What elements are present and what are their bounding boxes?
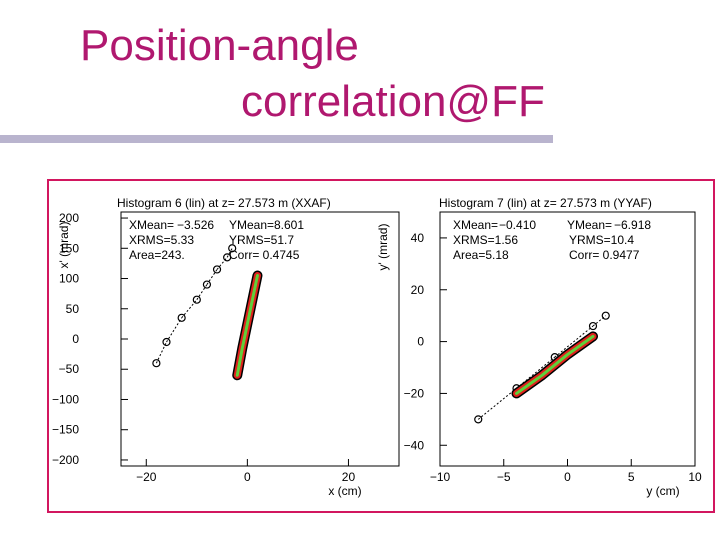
halo-point (177, 313, 186, 322)
x-axis-ticks: −10 −5 0 5 10 (430, 459, 702, 484)
figure-frame (47, 179, 715, 513)
halo-contour (206, 269, 218, 285)
y-axis-label: y' (mrad) (376, 224, 390, 271)
x-tick-label: 0 (564, 470, 571, 484)
core-contours (511, 331, 598, 399)
stat-ymean: 8.601 (274, 218, 304, 232)
y-axis-ticks: 200 150 100 50 0 −50 −100 −150 −200 (52, 211, 128, 467)
halo-point (474, 415, 483, 424)
halo-point (588, 321, 598, 331)
halo-point (162, 337, 171, 347)
chart-title: Histogram 6 (lin) at z= 27.573 m (XXAF) (117, 196, 331, 210)
x-axis-label: y (cm) (646, 484, 679, 498)
x-tick-label: 5 (628, 470, 635, 484)
stat-xrms: XRMS=1.56 (453, 233, 518, 247)
x-tick-label: 0 (244, 470, 251, 484)
halo-contour (477, 387, 517, 420)
core-contour-green (235, 274, 259, 377)
y-tick-label: 0 (417, 335, 424, 349)
stat-xmean: −0.410 (499, 218, 536, 232)
stats-box: XMean= −3.526 YMean= 8.601 XRMS=5.33 YRM… (129, 218, 304, 262)
core-contours (232, 270, 263, 381)
stats-box: XMean= −0.410 YMean= −6.918 XRMS=1.56 YR… (453, 218, 651, 262)
stat-corr: Corr= 0.9477 (569, 248, 640, 262)
stat-ymean-label: YMean= (567, 218, 612, 232)
chart-yyaf: Histogram 7 (lin) at z= 27.573 m (YYAF) … (376, 196, 702, 498)
y-axis-ticks: 40 20 0 −20 −40 (404, 231, 447, 452)
stat-area: Area=243. (129, 248, 185, 262)
stat-corr: Corr= 0.4745 (229, 248, 300, 262)
x-axis-label: x (cm) (328, 484, 361, 498)
stat-xmean: −3.526 (177, 218, 214, 232)
halo-contour (166, 317, 183, 343)
x-axis-ticks: −20 0 20 (136, 459, 355, 484)
stat-area: Area=5.18 (453, 248, 509, 262)
y-tick-label: −20 (404, 386, 425, 400)
y-tick-label: −100 (52, 392, 79, 406)
title-divider (0, 135, 553, 143)
stat-ymean-label: YMean= (229, 218, 274, 232)
stat-yrms: YRMS=51.7 (229, 233, 294, 247)
halo-point (228, 244, 237, 253)
y-tick-label: 50 (66, 302, 80, 316)
y-tick-label: 200 (59, 211, 79, 225)
halo-point (192, 295, 201, 304)
halo-contour (216, 257, 228, 270)
histogram-figure: Histogram 6 (lin) at z= 27.573 m (XXAF) … (52, 196, 702, 498)
stat-ymean: −6.918 (614, 218, 651, 232)
y-axis-label: x' (mrad) (57, 222, 71, 269)
x-tick-label: −20 (136, 470, 157, 484)
stat-xrms: XRMS=5.33 (129, 233, 194, 247)
y-tick-label: −40 (404, 438, 425, 452)
x-tick-label: −5 (497, 470, 511, 484)
y-tick-label: 40 (411, 231, 425, 245)
halo-point (212, 265, 222, 274)
y-tick-label: 0 (72, 332, 79, 346)
x-tick-label: −10 (430, 470, 451, 484)
halo-contours (152, 244, 237, 368)
halo-contours (474, 311, 610, 424)
chart-xxaf: Histogram 6 (lin) at z= 27.573 m (XXAF) … (52, 196, 400, 498)
halo-point (601, 311, 610, 320)
stat-xmean-label: XMean= (453, 218, 498, 232)
core-contour-green (515, 334, 595, 395)
halo-point (223, 253, 232, 262)
x-tick-label: 20 (342, 470, 356, 484)
y-tick-label: −150 (52, 423, 79, 437)
halo-point (202, 280, 212, 289)
y-tick-label: 150 (59, 241, 79, 255)
halo-contour (592, 315, 607, 327)
halo-contour (554, 325, 594, 358)
slide-title-line1: Position-angle (80, 21, 359, 70)
x-tick-label: 10 (688, 470, 702, 484)
y-tick-label: 20 (411, 283, 425, 297)
stat-xmean-label: XMean= (129, 218, 174, 232)
chart-title: Histogram 7 (lin) at z= 27.573 m (YYAF) (439, 196, 652, 210)
stat-yrms: YRMS=10.4 (569, 233, 634, 247)
y-tick-label: −200 (52, 453, 79, 467)
halo-point (152, 359, 161, 368)
plot-area-yyaf: XMean= −0.410 YMean= −6.918 XRMS=1.56 YR… (439, 211, 696, 467)
y-tick-label: 100 (59, 272, 79, 286)
slide-title-line2: correlation@FF (241, 77, 545, 126)
y-tick-label: −50 (59, 362, 80, 376)
halo-contour (196, 284, 208, 300)
plot-area-xxaf: XMean= −3.526 YMean= 8.601 XRMS=5.33 YRM… (120, 211, 400, 467)
halo-contour (226, 248, 233, 258)
